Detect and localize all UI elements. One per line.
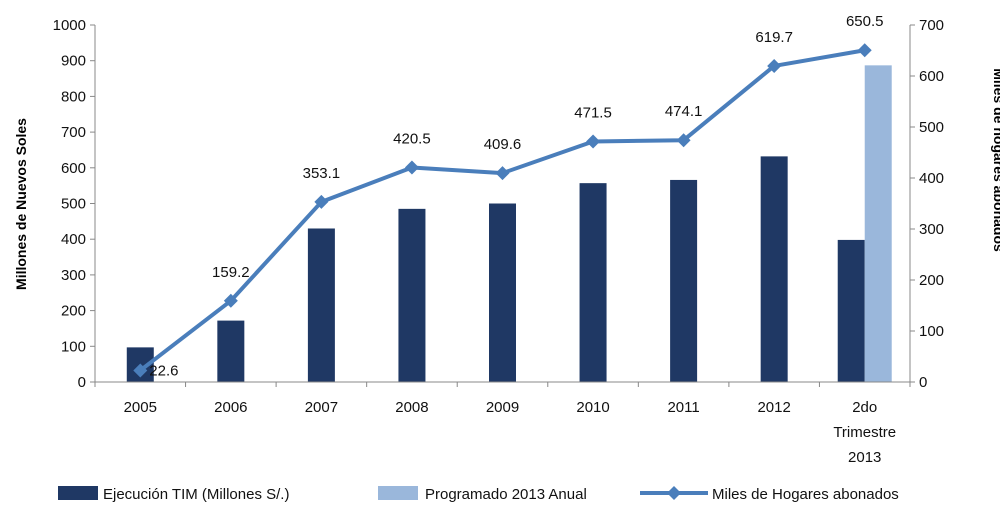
data-label: 353.1 (303, 165, 341, 182)
x-tick-label: 2010 (576, 399, 609, 416)
y-tick-label: 700 (61, 124, 86, 141)
y-tick-label: 200 (61, 303, 86, 320)
line-point-4 (495, 166, 510, 181)
x-tick-label: 2006 (214, 399, 247, 416)
line-point-0 (133, 363, 148, 378)
y-tick-label: 900 (61, 53, 86, 70)
x-tick-label: 2007 (305, 399, 338, 416)
data-label: 409.6 (484, 136, 522, 153)
y-axis-left-title: Millones de Nuevos Soles (13, 118, 29, 290)
line-layer: 22.6 159.2 353.1 420.5 409.6 471.5 474.1 619.7 6… (133, 13, 883, 379)
bar-execution-4 (489, 203, 516, 382)
bar-execution-5 (579, 183, 607, 382)
x-tick-label: 2do (852, 399, 877, 416)
ticks-layer: 0 100 200 300 400 500 600 700 800 900 1000 0 100 200 3… (53, 17, 944, 466)
line-point-2 (314, 194, 329, 209)
y2-tick-label: 300 (919, 221, 944, 238)
data-label: 22.6 (149, 362, 178, 379)
y-tick-label: 0 (78, 374, 86, 391)
y2-tick-label: 600 (919, 68, 944, 85)
bar-execution-3 (398, 208, 426, 382)
legend-label-execution: Ejecución TIM (Millones S/.) (103, 486, 289, 503)
data-label: 474.1 (665, 103, 703, 120)
legend-marker-households (667, 486, 681, 500)
bar-execution-7 (760, 156, 788, 382)
y-tick-label: 1000 (53, 17, 86, 34)
x-tick-label: 2013 (848, 449, 881, 466)
bar-execution-1 (217, 320, 245, 382)
line-point-7 (767, 58, 782, 73)
line-point-8 (857, 43, 872, 58)
y2-tick-label: 500 (919, 119, 944, 136)
bar-execution-2 (307, 228, 335, 382)
x-tick-label: 2008 (395, 399, 428, 416)
legend-label-programmed: Programado 2013 Anual (425, 486, 587, 503)
data-label: 420.5 (393, 131, 431, 148)
line-point-1 (223, 293, 238, 308)
legend-swatch-programmed (378, 486, 418, 500)
x-tick-label: 2012 (757, 399, 790, 416)
bar-execution-8 (837, 239, 865, 382)
y2-tick-label: 100 (919, 323, 944, 340)
line-point-3 (404, 160, 419, 175)
y-tick-label: 600 (61, 160, 86, 177)
y-tick-label: 400 (61, 231, 86, 248)
bar-execution-6 (670, 179, 698, 382)
line-point-6 (676, 133, 691, 148)
y2-tick-label: 0 (919, 374, 927, 391)
x-tick-label: Trimestre (833, 424, 896, 441)
y2-tick-label: 400 (919, 170, 944, 187)
legend: Ejecución TIM (Millones S/.) Programado 2… (58, 486, 899, 503)
bar-programmed-8 (864, 65, 892, 382)
legend-swatch-execution (58, 486, 98, 500)
y-tick-label: 100 (61, 338, 86, 355)
x-tick-label: 2005 (124, 399, 157, 416)
legend-label-households: Miles de Hogares abonados (712, 486, 899, 503)
y-tick-label: 500 (61, 196, 86, 213)
y-tick-label: 300 (61, 267, 86, 284)
x-tick-label: 2011 (667, 399, 699, 416)
y-tick-label: 800 (61, 88, 86, 105)
data-label: 471.5 (574, 105, 612, 122)
y-axis-right-title: Miles de hogares abonados (991, 68, 1000, 252)
y2-tick-label: 200 (919, 272, 944, 289)
data-label: 159.2 (212, 264, 250, 281)
x-tick-label: 2009 (486, 399, 519, 416)
y2-tick-label: 700 (919, 17, 944, 34)
bars-layer (126, 65, 892, 382)
data-label: 619.7 (755, 29, 793, 46)
line-point-5 (586, 134, 601, 149)
data-label: 650.5 (846, 13, 884, 30)
